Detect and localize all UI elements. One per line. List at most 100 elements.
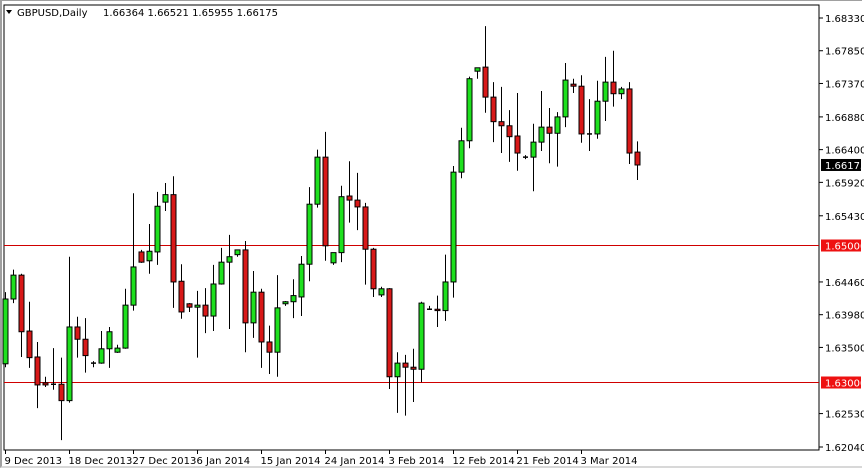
candle-body-bull <box>114 347 121 353</box>
candle <box>226 234 233 330</box>
y-tick-label: 1.65920 <box>825 178 864 189</box>
y-tick-label: 1.62040 <box>825 443 864 454</box>
candle-body-bull <box>458 140 465 173</box>
candle <box>554 112 561 167</box>
candle <box>466 76 473 149</box>
candle-body-bear <box>170 194 177 283</box>
candle <box>538 90 545 151</box>
level-price-label: 1.65000 <box>825 242 864 253</box>
candle <box>427 305 432 310</box>
x-tick-label: 3 Mar 2014 <box>581 456 638 467</box>
candle-body-bear <box>626 88 633 154</box>
candle-body-bull <box>210 283 217 317</box>
y-tick-label: 1.65430 <box>825 212 864 223</box>
candle <box>106 326 113 368</box>
triangle-down-icon[interactable] <box>6 10 12 14</box>
y-tick-label: 1.67370 <box>825 79 864 90</box>
candle <box>450 166 457 298</box>
candle <box>82 318 89 373</box>
candle-body-bear <box>258 291 265 343</box>
candle-body-bull <box>130 266 137 306</box>
plot-frame <box>3 4 820 451</box>
candle-body-bull <box>418 302 425 370</box>
candle <box>91 361 96 368</box>
candle <box>434 295 441 327</box>
candle <box>138 249 145 263</box>
candle-body-bull <box>554 116 561 134</box>
candle-body-bear <box>514 135 521 154</box>
candle <box>162 183 169 212</box>
y-tick-label: 1.62530 <box>825 410 864 421</box>
candle <box>122 288 129 349</box>
candle <box>74 316 81 358</box>
candle <box>66 256 73 403</box>
candle-body-bull <box>474 67 481 72</box>
x-tick-label: 18 Dec 2013 <box>69 456 133 467</box>
chart-symbol: GBPUSD,Daily <box>17 8 88 19</box>
candle-body-bear <box>362 206 369 250</box>
candle <box>154 191 161 265</box>
candle-body-bull <box>306 203 313 265</box>
candle-body-bull <box>450 171 457 283</box>
candle <box>130 193 137 311</box>
candle-body-bear <box>34 356 41 386</box>
candle-body-bull <box>154 205 161 253</box>
candle <box>146 223 153 274</box>
candle-body-bull <box>106 331 113 350</box>
candle-body-bear <box>506 125 513 138</box>
candle <box>562 63 569 128</box>
candle-body-bull <box>122 304 129 349</box>
candle <box>51 348 56 390</box>
level-price-label-bg <box>821 239 861 252</box>
candle-body-bear <box>402 362 409 368</box>
candle-body-bull <box>562 79 569 118</box>
candle <box>418 301 425 383</box>
level-price-label: 1.63000 <box>825 379 864 390</box>
candle-body-bear <box>434 308 441 312</box>
candle-body-bull <box>66 326 73 402</box>
candle <box>498 86 505 154</box>
x-tick-label: 21 Feb 2014 <box>517 456 579 467</box>
candle-body-bear <box>354 199 361 208</box>
x-tick-label: 9 Dec 2013 <box>5 456 63 467</box>
candle-body-bull <box>378 288 385 296</box>
candle <box>10 269 17 304</box>
candle-body-bear <box>58 383 65 402</box>
candle <box>602 56 609 121</box>
candle <box>330 252 337 265</box>
candle-body-bear <box>178 280 185 313</box>
candle-body-bull <box>194 304 201 308</box>
candle-body-bear <box>570 83 577 87</box>
candle-body-bull <box>234 249 241 256</box>
candle <box>523 155 528 160</box>
candle-body-bear <box>546 126 553 134</box>
candle-body-bull <box>282 301 289 305</box>
candle <box>98 331 105 364</box>
candle <box>34 341 41 409</box>
candle-body-bull <box>298 263 305 298</box>
candle <box>610 50 617 107</box>
y-tick-label: 1.66880 <box>825 113 864 124</box>
x-tick-label: 15 Jan 2014 <box>261 456 321 467</box>
current-price-label: 1.66175 <box>825 161 864 172</box>
candle-body-bull <box>226 256 233 263</box>
candle <box>362 202 369 285</box>
candle-body-bull <box>290 295 297 303</box>
candle <box>546 108 553 164</box>
candle <box>506 110 513 162</box>
candle <box>26 301 33 368</box>
candle <box>530 123 537 192</box>
candle-body-bear <box>266 341 273 353</box>
candle <box>58 357 65 441</box>
candle-body-bear <box>82 338 89 357</box>
candle <box>346 161 353 223</box>
candle-body-bear <box>242 249 249 324</box>
candle-body-bear <box>610 81 617 95</box>
candle <box>274 275 281 377</box>
candle-body-bear <box>186 303 193 308</box>
candle <box>402 354 409 416</box>
candle <box>354 172 361 231</box>
candle-body-bear <box>74 326 81 340</box>
candle <box>442 254 449 321</box>
